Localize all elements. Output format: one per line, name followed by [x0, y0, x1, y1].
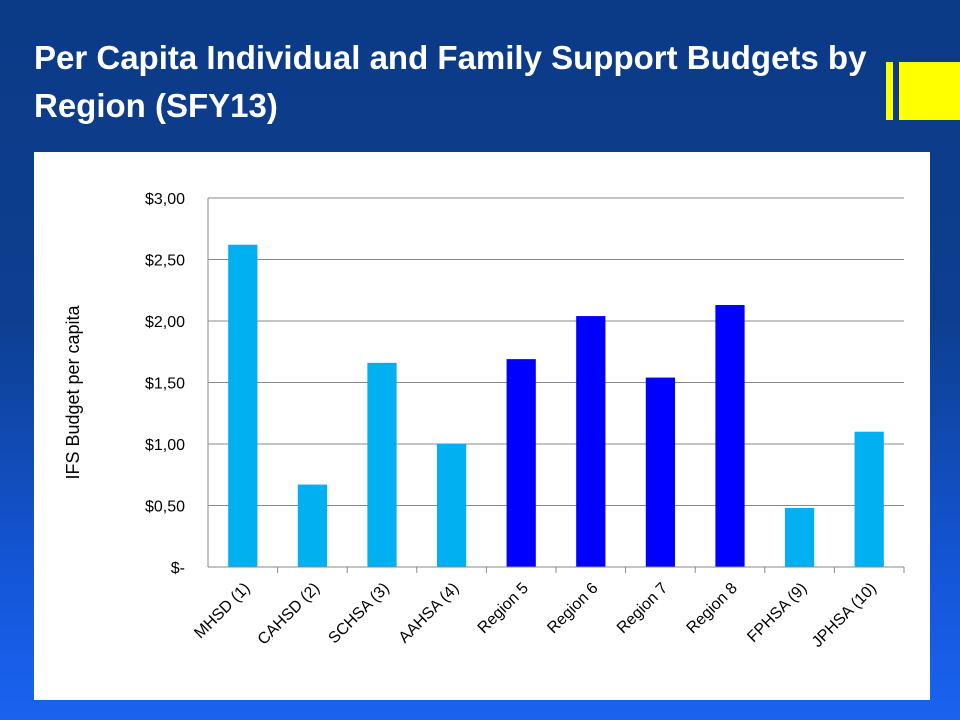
x-tick-label: Region 7	[614, 580, 671, 637]
bar-chart: $- $0,50 $1,00 $1,50 $2,00 $2,50 $3,00 MHSD (1…	[63, 191, 905, 651]
bar	[506, 359, 536, 567]
x-tick-label: AAHSA (4)	[396, 580, 463, 647]
bar	[228, 244, 258, 567]
accent-bar-thin	[886, 62, 893, 120]
slide-title: Per Capita Individual and Family Support…	[34, 39, 867, 124]
y-tick-label: $0,50	[145, 499, 185, 516]
y-axis-title: IFS Budget per capita	[63, 304, 83, 479]
bar	[367, 362, 397, 567]
axes	[207, 198, 905, 573]
x-tick-label: Region 5	[475, 580, 532, 637]
gridlines	[208, 197, 904, 506]
x-tick-label: CAHSD (2)	[255, 580, 324, 649]
x-tick-label: Region 8	[684, 580, 741, 637]
y-tick-label: $1,50	[145, 376, 185, 393]
bar	[576, 316, 606, 567]
y-tick-label: $2,00	[145, 314, 185, 331]
bar	[297, 484, 328, 567]
bar	[436, 444, 467, 567]
accent-bar-block	[899, 62, 960, 120]
x-tick-label: SCHSA (3)	[325, 580, 392, 647]
chart-panel: $- $0,50 $1,00 $1,50 $2,00 $2,50 $3,00 MHSD (1…	[34, 152, 930, 700]
bar	[715, 305, 745, 567]
x-tick-labels: MHSD (1) CAHSD (2) SCHSA (3) AAHSA (4) Regio…	[191, 580, 880, 651]
x-tick-label: MHSD (1)	[191, 580, 253, 642]
x-tick-label: FPHSA (9)	[744, 580, 810, 646]
y-tick-label: $-	[171, 560, 185, 577]
bar	[854, 431, 884, 567]
y-tick-label: $1,00	[145, 437, 185, 454]
y-tick-label: $2,50	[145, 253, 185, 270]
bar	[645, 377, 676, 567]
y-tick-labels: $- $0,50 $1,00 $1,50 $2,00 $2,50 $3,00	[145, 191, 185, 577]
y-tick-label: $3,00	[145, 191, 185, 208]
x-tick-label: Region 6	[544, 580, 601, 637]
x-tick-label: JPHSA (10)	[809, 580, 880, 651]
bars	[228, 244, 884, 567]
bar	[784, 507, 815, 567]
